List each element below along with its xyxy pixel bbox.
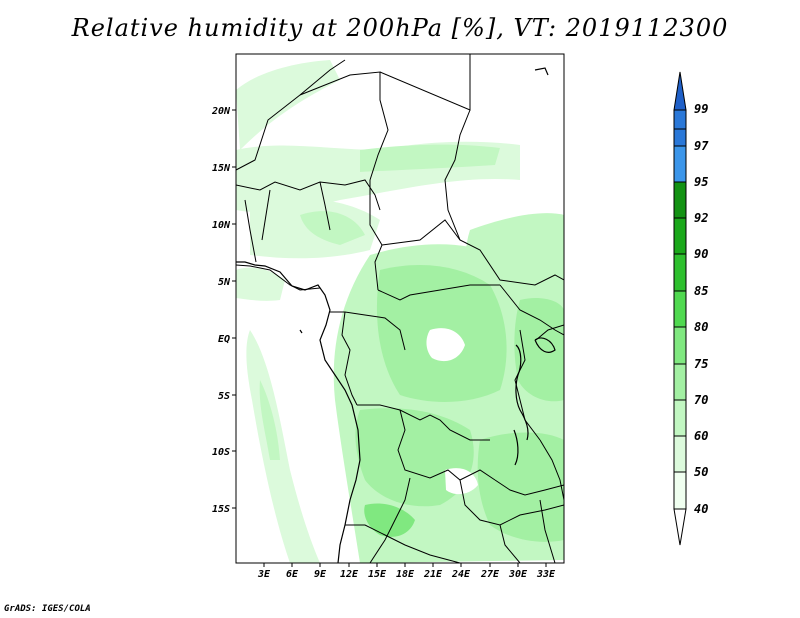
colorbar-segment [673,109,687,130]
colorbar-label: 85 [694,284,708,298]
colorbar-label: 92 [694,211,708,225]
lon-label: 30E [508,569,528,580]
lat-label: EQ [218,334,230,345]
lon-label: 33E [536,569,556,580]
colorbar-label: 95 [694,175,708,189]
colorbar-segment [673,326,687,365]
colorbar-segment [673,253,687,292]
colorbar-label: 97 [694,139,709,153]
colorbar-segment [673,363,687,401]
lat-label: 5N [218,277,231,288]
colorbar-segment [673,145,687,183]
lat-label: 10S [212,447,230,458]
colorbar-label: 60 [694,429,708,443]
colorbar-segment [673,435,687,473]
colorbar-segment [673,181,687,219]
lon-label: 21E [423,569,443,580]
lat-label: 15S [212,504,230,515]
lat-label: 5S [218,391,230,402]
colorbar-label: 80 [694,320,708,334]
longitude-axis: 3E 6E 9E 12E 15E 18E 21E 24E 27E 30E 33E [257,563,556,580]
lat-label: 15N [212,163,231,174]
lat-label: 10N [212,220,231,231]
colorbar-segment [673,399,687,437]
colorbar-bottom-arrow [673,508,687,546]
lon-label: 3E [257,569,271,580]
coastline [236,67,556,563]
latitude-axis: 20N 15N 10N 5N EQ 5S 10S 15S [211,106,236,515]
colorbar-label: 75 [694,357,708,371]
lon-label: 6E [286,569,299,580]
colorbar-segment [673,128,687,147]
lon-label: 24E [451,569,471,580]
colorbar-label: 50 [694,465,708,479]
grads-credit: GrADS: IGES/COLA [4,604,91,614]
lon-label: 9E [314,569,327,580]
country-borders [236,54,564,563]
lon-label: 12E [340,569,359,580]
colorbar: 99 97 95 92 90 85 80 75 70 60 50 40 [673,71,709,546]
map-title: Relative humidity at 200hPa [%], VT: 201… [71,14,729,42]
humidity-field [236,54,564,563]
colorbar-label: 40 [694,502,708,516]
lon-label: 18E [396,569,415,580]
lon-label: 27E [480,569,500,580]
lon-label: 15E [368,569,387,580]
lat-label: 20N [211,106,231,117]
colorbar-top-arrow [673,71,687,111]
colorbar-segment [673,217,687,255]
map-frame [235,53,565,564]
colorbar-label: 99 [694,102,708,116]
colorbar-label: 70 [694,393,708,407]
colorbar-segment [673,471,687,510]
colorbar-segment [673,290,687,328]
colorbar-label: 90 [694,247,708,261]
